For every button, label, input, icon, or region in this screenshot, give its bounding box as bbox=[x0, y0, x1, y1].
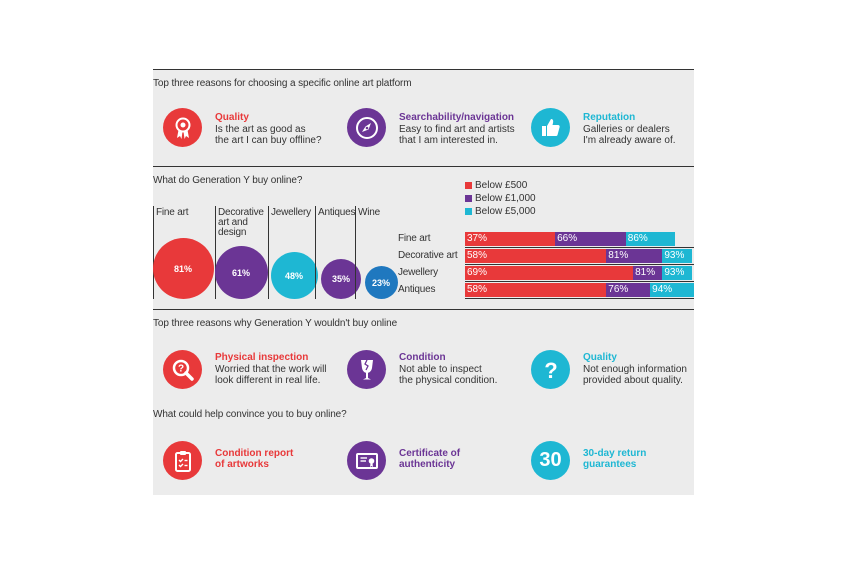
category-divider bbox=[153, 206, 154, 299]
thirty-day-badge-number: 30 bbox=[539, 449, 562, 471]
compass-icon bbox=[347, 108, 386, 147]
question-mark-icon: ? bbox=[531, 350, 570, 389]
quality-title: Quality bbox=[215, 112, 249, 123]
bar-row-line bbox=[465, 264, 694, 265]
bar-row-label: Decorative art bbox=[398, 250, 458, 261]
reputation-desc-2: I'm already aware of. bbox=[583, 135, 676, 146]
physical-inspection-desc-2: look different in real life. bbox=[215, 375, 321, 386]
bubble-1: 61% bbox=[214, 246, 268, 299]
category-divider bbox=[215, 206, 216, 299]
bar-segment: 94% bbox=[650, 283, 694, 297]
section2-heading: What do Generation Y buy online? bbox=[153, 175, 303, 186]
bar-segment: 81% bbox=[606, 249, 663, 263]
bar-segment: 76% bbox=[606, 283, 651, 297]
bar-segment: 81% bbox=[633, 266, 663, 280]
bar-segment: 93% bbox=[662, 249, 692, 263]
condition-report-title-1: Condition report bbox=[215, 448, 294, 459]
quality-desc-1: Is the art as good as bbox=[215, 124, 306, 135]
condition-desc-1: Not able to inspect bbox=[399, 364, 482, 375]
certificate-icon bbox=[347, 441, 386, 480]
section-divider bbox=[153, 309, 694, 310]
bar-row-line bbox=[465, 298, 694, 299]
bar-row-label: Antiques bbox=[398, 284, 436, 295]
section1-heading: Top three reasons for choosing a specifi… bbox=[153, 78, 412, 89]
searchability-desc-1: Easy to find art and artists bbox=[399, 124, 515, 135]
section4-heading: What could help convince you to buy onli… bbox=[153, 409, 347, 420]
legend-swatch bbox=[465, 208, 472, 215]
reputation-title: Reputation bbox=[583, 112, 636, 123]
rosette-icon bbox=[163, 108, 202, 147]
svg-text:?: ? bbox=[177, 363, 183, 374]
bar-segment: 58% bbox=[465, 249, 607, 263]
category-label: art and bbox=[218, 217, 248, 228]
clipboard-checklist-icon bbox=[163, 441, 202, 480]
certificate-title-1: Certificate of bbox=[399, 448, 461, 459]
bar-row-label: Fine art bbox=[398, 233, 431, 244]
category-label: Antiques bbox=[318, 207, 356, 218]
quality-info-title: Quality bbox=[583, 352, 617, 363]
bubble-2: 48% bbox=[270, 252, 318, 299]
bar-segment: 37% bbox=[465, 232, 556, 246]
bar-row-line bbox=[465, 281, 694, 282]
bar-row-line bbox=[465, 247, 694, 248]
return-guarantee-title-1: 30-day return bbox=[583, 448, 647, 459]
bubble-3: 35% bbox=[321, 259, 361, 299]
category-label: Fine art bbox=[156, 207, 189, 218]
section3-heading: Top three reasons why Generation Y would… bbox=[153, 318, 398, 329]
reputation-desc-1: Galleries or dealers bbox=[583, 124, 670, 135]
broken-glass-icon bbox=[347, 350, 386, 389]
category-label: Decorative bbox=[218, 207, 264, 218]
category-divider bbox=[268, 206, 269, 299]
certificate-title-2: authenticity bbox=[399, 459, 456, 470]
bar-segment: 58% bbox=[465, 283, 607, 297]
condition-report-title-2: of artworks bbox=[215, 459, 269, 470]
condition-title: Condition bbox=[399, 352, 446, 363]
legend-swatch bbox=[465, 182, 472, 189]
searchability-title: Searchability/navigation bbox=[399, 112, 515, 123]
bubble-4: 23% bbox=[364, 266, 398, 299]
bar-segment: 86% bbox=[625, 232, 675, 246]
legend-label: Below £5,000 bbox=[475, 206, 536, 217]
bubble-0: 81% bbox=[152, 238, 214, 299]
legend-swatch bbox=[465, 195, 472, 202]
condition-desc-2: the physical condition. bbox=[399, 375, 498, 386]
magnifier-question-icon: ? bbox=[163, 350, 202, 389]
bar-segment: 66% bbox=[555, 232, 626, 246]
thirty-day-icon: 30 bbox=[531, 441, 570, 480]
category-label: Jewellery bbox=[271, 207, 311, 218]
bar-segment: 93% bbox=[662, 266, 692, 280]
category-divider bbox=[315, 206, 316, 299]
bar-segment: 69% bbox=[465, 266, 634, 280]
svg-text:?: ? bbox=[544, 358, 557, 383]
thumbs-up-icon bbox=[531, 108, 570, 147]
category-label: Wine bbox=[358, 207, 380, 218]
legend-label: Below £500 bbox=[475, 180, 528, 191]
physical-inspection-title: Physical inspection bbox=[215, 352, 309, 363]
physical-inspection-desc-1: Worried that the work will bbox=[215, 364, 327, 375]
quality-desc-2: the art I can buy offline? bbox=[215, 135, 322, 146]
quality-info-desc-1: Not enough information bbox=[583, 364, 687, 375]
return-guarantee-title-2: guarantees bbox=[583, 459, 637, 470]
category-divider bbox=[355, 206, 356, 299]
section-divider bbox=[153, 166, 694, 167]
legend-label: Below £1,000 bbox=[475, 193, 536, 204]
bar-row-label: Jewellery bbox=[398, 267, 438, 278]
quality-info-desc-2: provided about quality. bbox=[583, 375, 683, 386]
category-label: design bbox=[218, 227, 247, 238]
searchability-desc-2: that I am interested in. bbox=[399, 135, 498, 146]
